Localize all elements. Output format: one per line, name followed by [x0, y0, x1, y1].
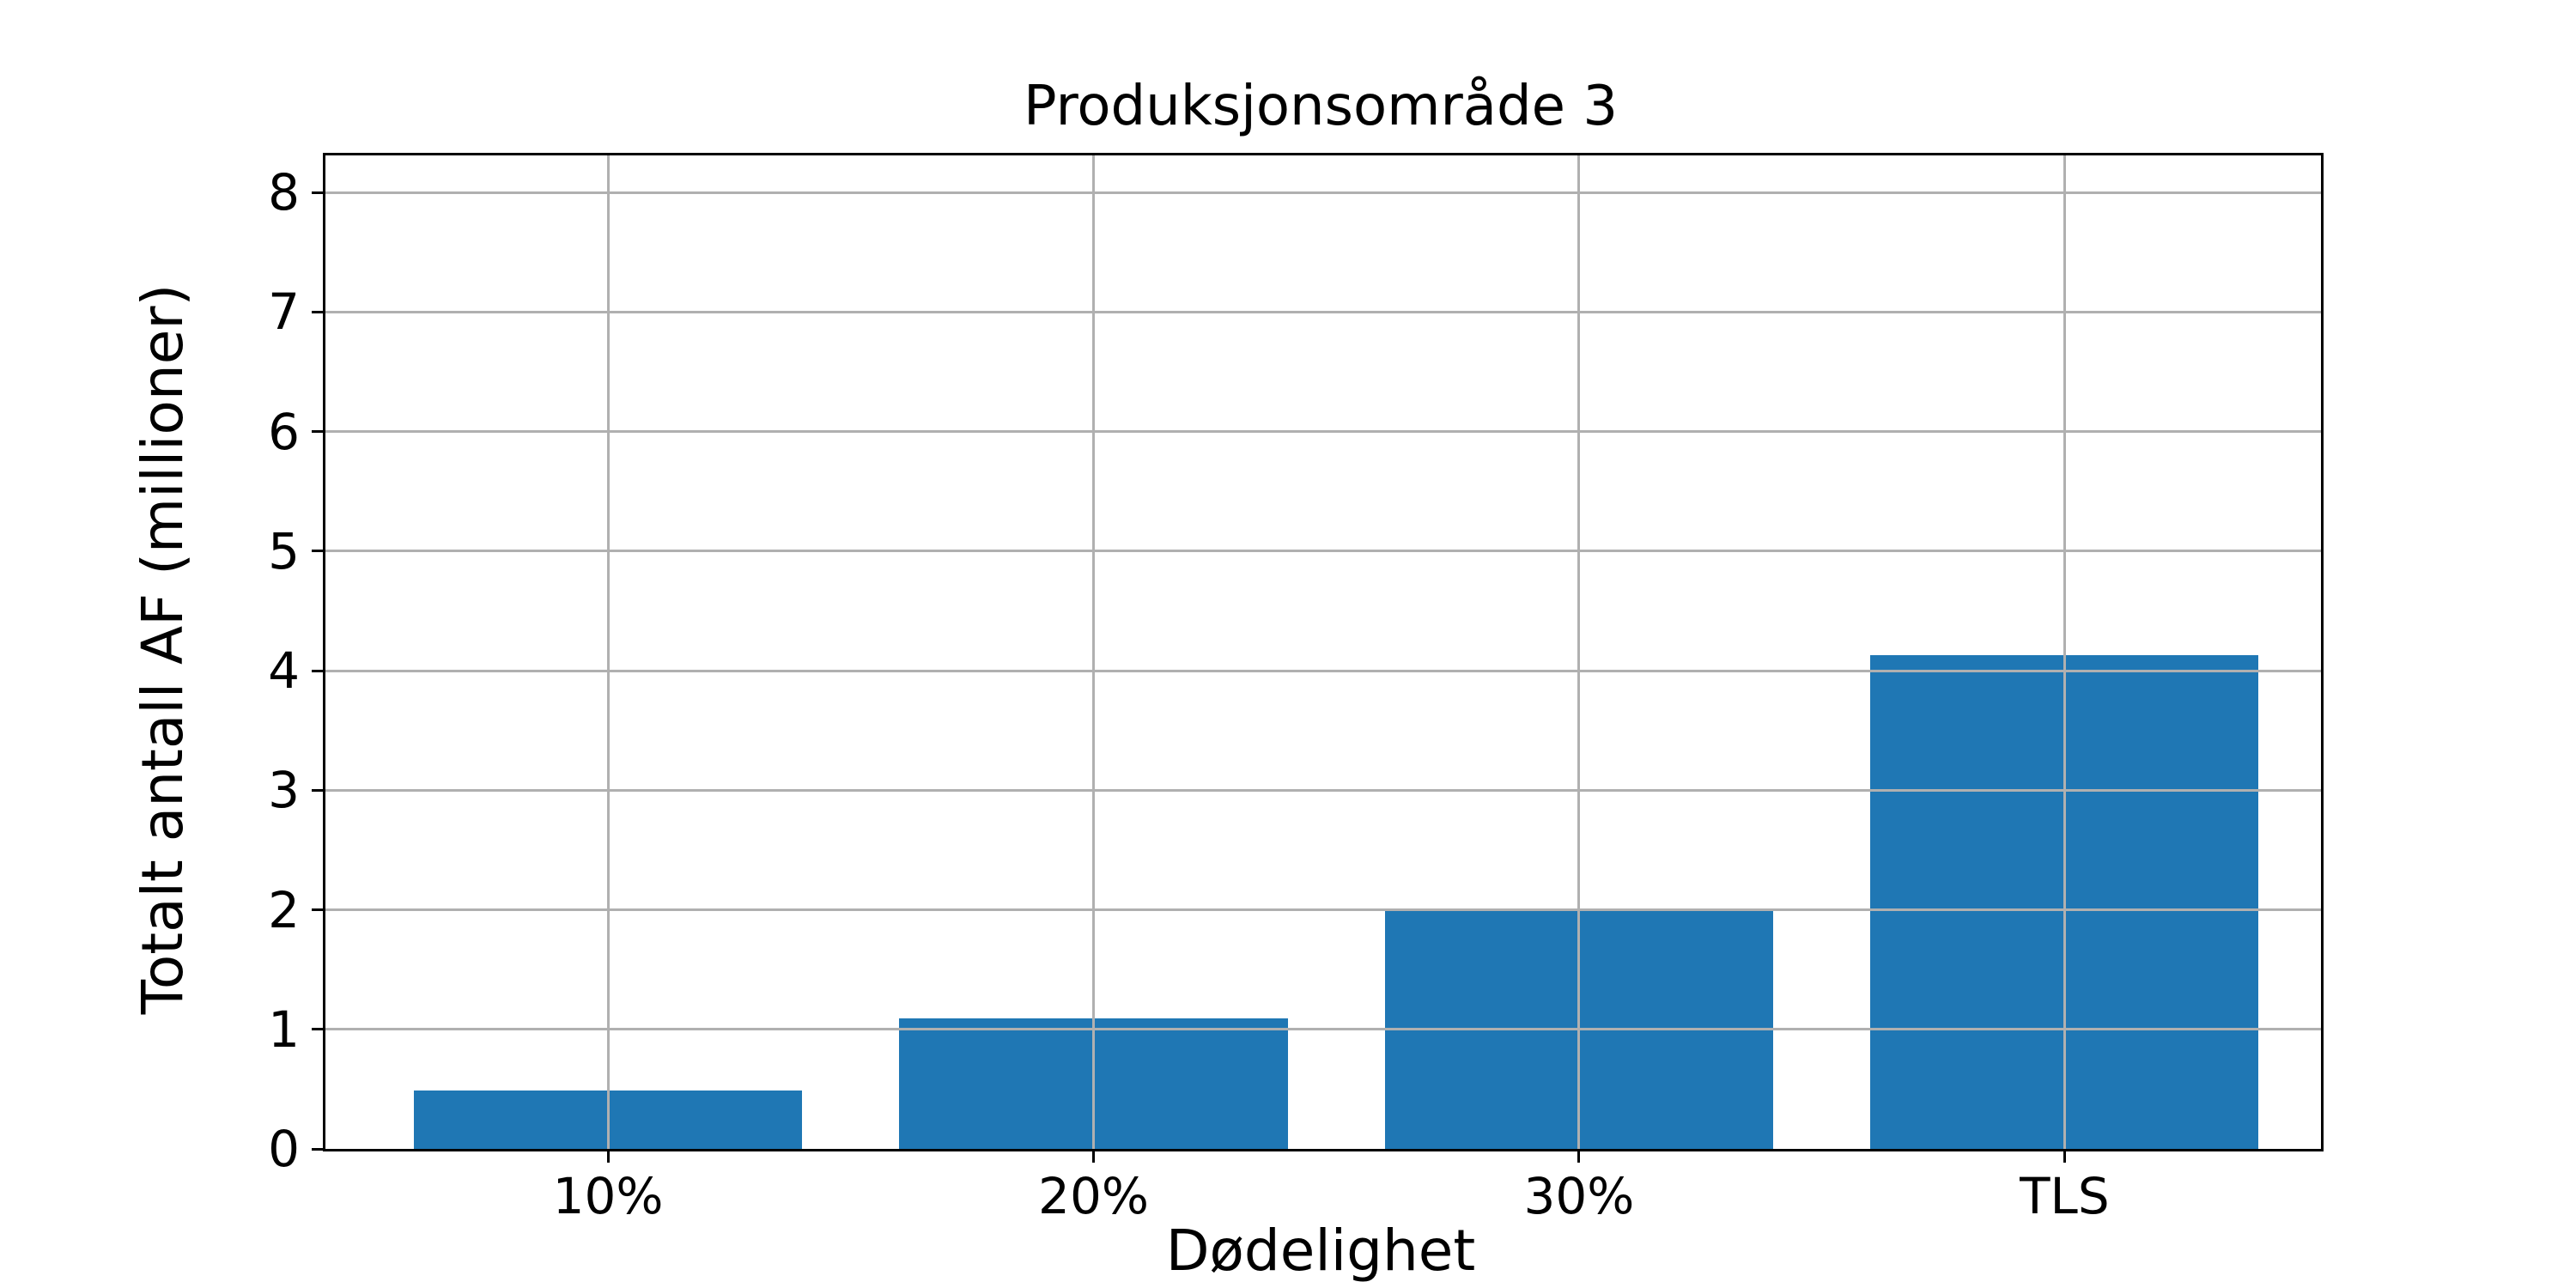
chart-title: Produksjonsområde 3 [1023, 75, 1619, 138]
x-tick-label: 10% [552, 1167, 664, 1225]
x-axis-label: Dødelighet [1165, 1218, 1476, 1284]
y-gridline [325, 908, 2321, 912]
y-gridline [325, 191, 2321, 194]
x-tick-mark [606, 1151, 610, 1163]
y-tick-label: 4 [268, 641, 300, 701]
y-tick-mark [312, 908, 323, 912]
x-tick-label: 30% [1523, 1167, 1635, 1225]
x-gridline [606, 155, 610, 1149]
x-tick-mark [2063, 1151, 2066, 1163]
y-tick-label: 3 [268, 761, 300, 820]
x-tick-label: 20% [1038, 1167, 1149, 1225]
y-tick-mark [312, 1028, 323, 1031]
y-tick-label: 7 [268, 283, 300, 342]
x-tick-mark [1092, 1151, 1095, 1163]
x-gridline [1577, 155, 1581, 1149]
y-tick-mark [312, 310, 323, 313]
y-gridline [325, 550, 2321, 553]
y-tick-label: 2 [268, 880, 300, 939]
y-tick-label: 5 [268, 521, 300, 580]
y-tick-label: 0 [268, 1120, 300, 1178]
y-tick-mark [312, 1147, 323, 1151]
y-tick-mark [312, 430, 323, 434]
y-axis-label: Totalt antall AF (millioner) [130, 283, 196, 1015]
x-tick-label: TLS [2020, 1167, 2110, 1225]
y-gridline [325, 430, 2321, 434]
y-gridline [325, 310, 2321, 313]
y-tick-mark [312, 788, 323, 792]
y-tick-label: 6 [268, 402, 300, 461]
y-tick-mark [312, 669, 323, 672]
y-gridline [325, 788, 2321, 792]
y-tick-label: 1 [268, 999, 300, 1059]
x-gridline [2063, 155, 2066, 1149]
y-gridline [325, 1028, 2321, 1031]
x-tick-mark [1577, 1151, 1581, 1163]
x-gridline [1092, 155, 1095, 1149]
plot-area: 0 1 2 3 4 5 6 7 8 10% 20% 30% TLS [268, 153, 2324, 1221]
y-tick-mark [312, 550, 323, 553]
y-gridline [325, 669, 2321, 672]
y-tick-mark [312, 191, 323, 194]
y-tick-label: 8 [268, 163, 300, 222]
